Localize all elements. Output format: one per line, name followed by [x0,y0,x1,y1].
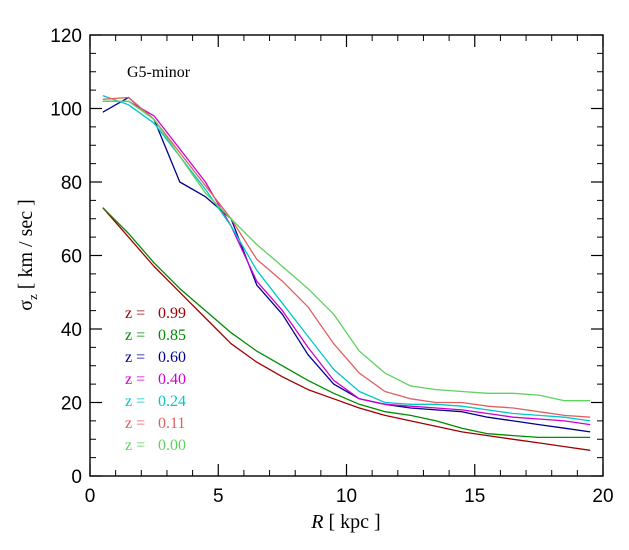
x-tick-label: 0 [85,486,96,507]
legend-entry-z-0.60: z = 0.60 [125,349,186,366]
legend-prefix: z = [125,393,149,410]
y-tick-label: 100 [50,100,82,121]
legend-value: 0.40 [158,371,186,388]
x-tick-label: 15 [464,486,485,507]
y-axis-title: σz [ km / sec ] [15,199,40,311]
y-tick-label: 40 [61,320,82,341]
legend-value: 0.24 [158,393,186,410]
y-axis-unit: [ km / sec ] [15,199,37,289]
legend-prefix: z = [125,415,149,432]
y-tick-label: 20 [61,394,82,415]
legend-entry-z-0.11: z = 0.11 [125,415,185,432]
legend-value: 0.60 [158,349,186,366]
legend-value: 0.99 [158,305,186,322]
legend-entry-z-0.40: z = 0.40 [125,371,186,388]
legend-prefix: z = [125,327,149,344]
chart-annotation: G5-minor [127,64,191,81]
x-axis-unit: [ kpc ] [329,511,381,533]
series-line-z-0.00 [102,100,591,402]
legend-prefix: z = [125,371,149,388]
series-line-z-0.85 [102,207,591,439]
x-tick-label: 20 [592,486,613,507]
legend-prefix: z = [125,437,149,454]
x-tick-label: 10 [336,486,357,507]
series-line-z-0.99 [102,207,591,451]
x-tick-label: 5 [213,486,224,507]
y-tick-label: 80 [61,173,82,194]
y-axis-symbol: σ [15,300,37,311]
y-tick-label: 0 [71,467,82,488]
y-tick-label: 120 [50,26,82,47]
y-tick-label: 60 [61,247,82,268]
legend-value: 0.00 [158,437,186,454]
legend-value: 0.85 [158,327,186,344]
legend-entry-z-0.99: z = 0.99 [125,305,186,322]
legend-value: 0.11 [158,415,185,432]
legend-prefix: z = [125,349,149,366]
legend-entry-z-0.00: z = 0.00 [125,437,186,454]
series-line-z-0.11 [102,96,591,418]
legend-prefix: z = [125,305,149,322]
legend-entry-z-0.85: z = 0.85 [125,327,186,344]
legend-entry-z-0.24: z = 0.24 [125,393,186,410]
series-line-z-0.60 [102,96,591,433]
y-axis-subscript: z [25,294,40,300]
x-axis-title: R [ kpc ] [310,511,380,533]
series-line-z-0.40 [102,100,591,426]
x-axis-var: R [310,511,323,533]
